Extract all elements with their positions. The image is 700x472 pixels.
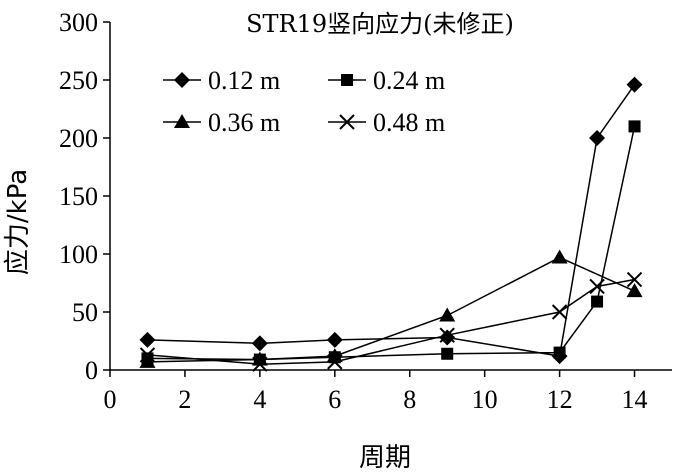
series-3-point-5 xyxy=(551,249,568,264)
legend-marker-4 xyxy=(339,114,355,130)
series-3-point-2 xyxy=(251,351,268,366)
legend-marker-3 xyxy=(174,114,190,128)
series-2-point-4 xyxy=(441,347,454,360)
y-tick-label-50: 50 xyxy=(72,298,98,327)
series-2-point-6 xyxy=(591,295,604,308)
series-4 xyxy=(139,271,643,372)
series-3-point-6 xyxy=(626,283,643,298)
x-tick-label-12: 12 xyxy=(547,385,573,414)
x-axis-title: 周期 xyxy=(359,443,411,472)
legend-item-2: 0.24 m xyxy=(328,66,445,95)
legend-marker-1 xyxy=(174,72,190,88)
axes: 0 2 4 6 8 10 12 14 0 50 100 150 200 250 300 xyxy=(59,8,672,414)
legend-item-3: 0.36 m xyxy=(163,108,280,137)
series-2-line xyxy=(147,126,636,361)
legend: 0.12 m 0.24 m 0.36 m 0.48 m xyxy=(163,66,445,137)
series-1-point-1 xyxy=(139,331,156,348)
series-4-point-7 xyxy=(626,271,643,288)
series-1-point-4 xyxy=(439,329,456,346)
series-4-point-1-stroke-b xyxy=(139,347,156,363)
series-4-point-5-stroke-b xyxy=(551,304,568,320)
x-tick-label-4: 4 xyxy=(253,385,266,414)
x-tick-label-14: 14 xyxy=(622,385,648,414)
series-4-point-2-stroke-b xyxy=(252,356,268,372)
legend-label-1: 0.12 m xyxy=(208,66,280,95)
series-2-point-7 xyxy=(628,120,641,133)
plot-area xyxy=(139,76,643,372)
series-4-point-3 xyxy=(327,354,343,370)
series-1-point-6 xyxy=(589,130,606,146)
x-tick-label-2: 2 xyxy=(178,385,191,414)
y-tick-label-250: 250 xyxy=(59,66,98,95)
x-tick-label-8: 8 xyxy=(403,385,416,414)
x-tick-label-6: 6 xyxy=(328,385,341,414)
series-3-line xyxy=(147,256,635,363)
series-3-point-1 xyxy=(139,353,156,368)
series-4-point-6-stroke-b xyxy=(589,278,605,295)
series-1-point-2 xyxy=(251,335,268,352)
series-4-point-3-stroke-b xyxy=(327,354,343,370)
series-3-point-4 xyxy=(439,307,456,322)
y-tick-label-0: 0 xyxy=(85,356,98,385)
y-tick-label-200: 200 xyxy=(59,124,98,153)
series-4-point-7-stroke-b xyxy=(626,271,643,288)
legend-label-3: 0.36 m xyxy=(208,108,280,137)
y-tick-label-100: 100 xyxy=(59,240,98,269)
series-4-point-1 xyxy=(139,347,156,363)
legend-label-4: 0.48 m xyxy=(373,108,445,137)
legend-marker-2 xyxy=(341,74,353,86)
series-2 xyxy=(141,120,641,366)
legend-item-1: 0.12 m xyxy=(163,66,280,95)
series-4-point-4-stroke-b xyxy=(439,327,455,343)
legend-marker-4-stroke-b xyxy=(339,114,355,130)
series-3 xyxy=(139,249,643,368)
series-2-point-5 xyxy=(553,346,566,359)
legend-label-2: 0.24 m xyxy=(373,66,445,95)
y-tick-label-300: 300 xyxy=(59,8,98,37)
x-tick-label-10: 10 xyxy=(472,385,498,414)
series-1 xyxy=(139,76,643,365)
series-1-point-3 xyxy=(326,331,343,348)
series-1-point-7 xyxy=(626,76,643,93)
series-4-point-6 xyxy=(589,278,605,295)
y-tick-label-150: 150 xyxy=(59,182,98,211)
y-axis-title: 应力/kPa xyxy=(3,169,33,275)
series-4-point-4 xyxy=(439,327,455,343)
series-4-point-2 xyxy=(252,356,268,372)
legend-item-4: 0.48 m xyxy=(328,108,445,137)
series-4-point-5 xyxy=(551,304,568,320)
x-tick-label-0: 0 xyxy=(104,385,117,414)
chart-title: STR19竖向应力(未修正) xyxy=(246,10,514,38)
